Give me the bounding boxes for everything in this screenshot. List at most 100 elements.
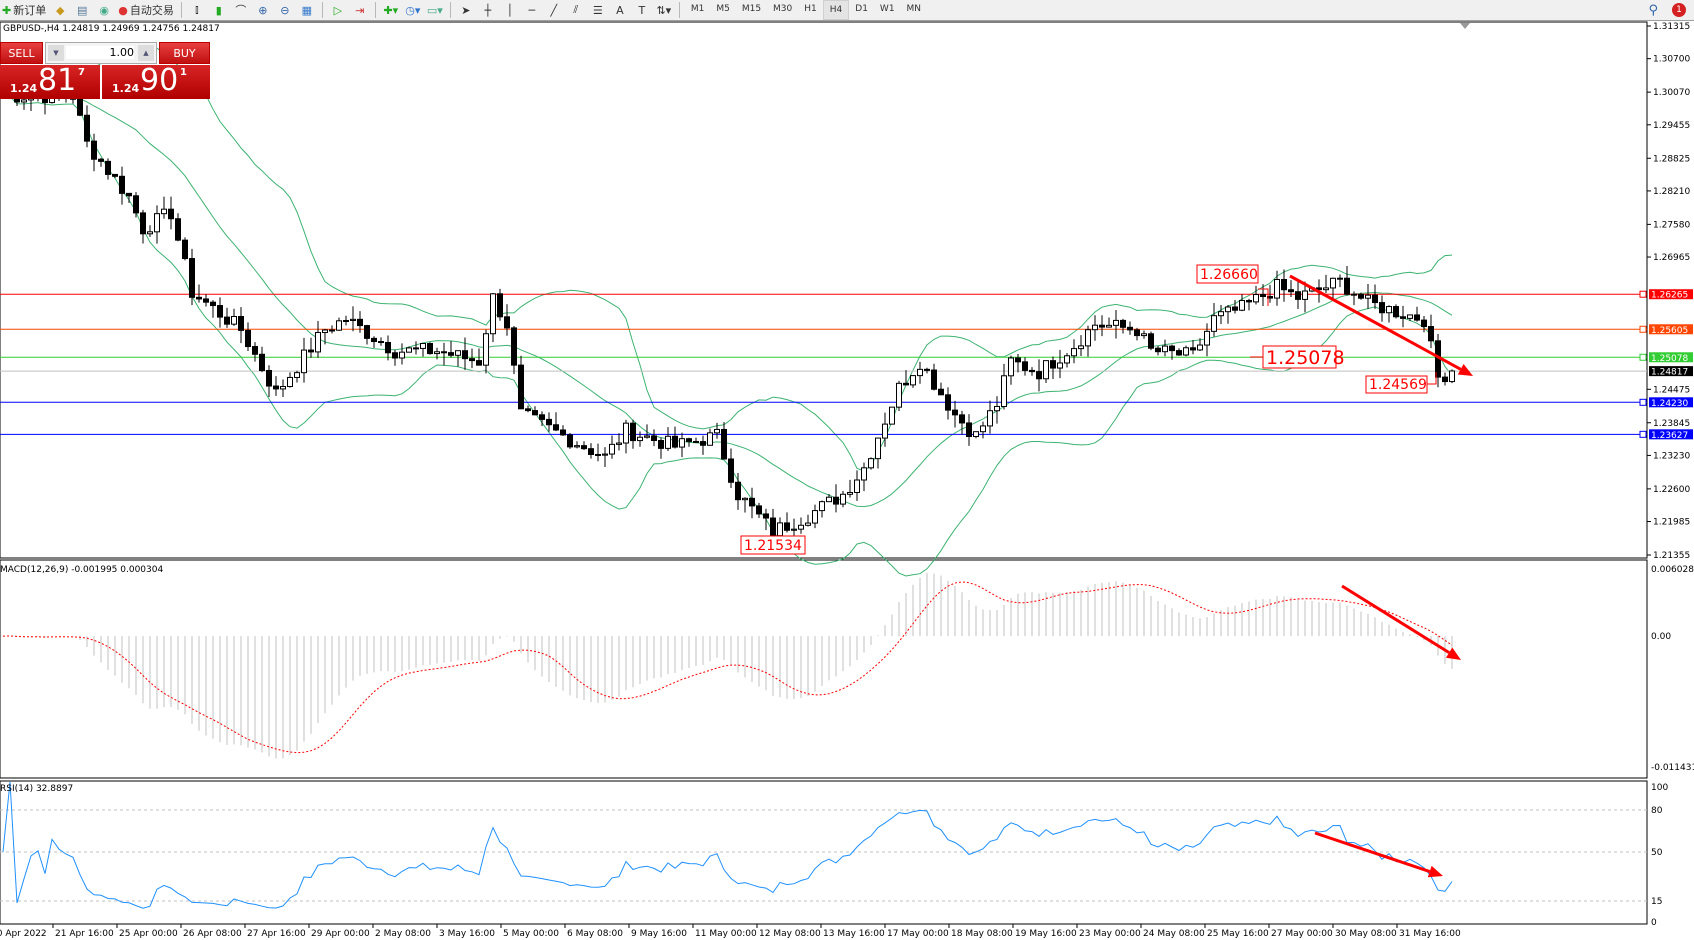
candle: [98, 157, 104, 167]
new-order-button[interactable]: ✚ 新订单: [2, 3, 47, 18]
chart-area[interactable]: 1.26265 1.25605 1.25078 1.24817 1.24230 1.236…: [0, 21, 1694, 940]
candle: [1302, 281, 1308, 313]
crosshair-button[interactable]: ┼: [478, 1, 498, 19]
trendline-icon: ╱: [550, 3, 558, 17]
candle-body: [665, 435, 671, 449]
sell-button[interactable]: SELL: [0, 42, 43, 64]
candle-body: [910, 375, 916, 386]
timeframe-m30[interactable]: M30: [773, 4, 793, 14]
candle-body: [343, 319, 349, 322]
sell-price[interactable]: 1.24 81 7: [0, 63, 100, 99]
indicators-button[interactable]: ✚▾: [381, 1, 401, 19]
candle-body: [994, 405, 1000, 412]
tile-windows-button[interactable]: ▦: [297, 1, 317, 19]
candle: [189, 248, 195, 306]
auto-trading-button[interactable]: ● 自动交易: [118, 3, 174, 18]
candle: [665, 427, 671, 452]
zoom-out-button[interactable]: ⊖: [275, 1, 295, 19]
periods-button[interactable]: ◷▾: [403, 1, 423, 19]
candle-body: [392, 352, 398, 359]
bar-chart-button[interactable]: ⫾: [187, 1, 207, 19]
text-label-button[interactable]: T: [632, 1, 652, 19]
timeframe-mn[interactable]: MN: [906, 4, 922, 14]
candle-body: [546, 418, 552, 426]
candle: [791, 518, 797, 538]
lot-size-input[interactable]: 1.00: [66, 46, 134, 59]
lot-decrease-button[interactable]: ▼: [48, 45, 64, 61]
arrows-button[interactable]: ⇅▾: [654, 1, 674, 19]
vertical-line-button[interactable]: │: [500, 1, 520, 19]
timeframe-d1[interactable]: D1: [855, 4, 868, 14]
candle-body: [714, 428, 720, 434]
candle-chart-button[interactable]: ▮: [209, 1, 229, 19]
candle: [196, 284, 202, 303]
level-price-tag: [1649, 324, 1693, 335]
candle-body: [238, 315, 244, 331]
candle: [224, 307, 230, 328]
rsi-trend-arrow: [1314, 831, 1431, 873]
timeframe-h1[interactable]: H1: [804, 4, 817, 14]
signals-button[interactable]: ◉: [94, 1, 114, 19]
trendline-button[interactable]: ╱: [544, 1, 564, 19]
search-icon[interactable]: ⚲: [1648, 2, 1658, 18]
candle-body: [1127, 326, 1133, 331]
candle-body: [924, 368, 930, 371]
candle: [1358, 292, 1364, 300]
candle: [147, 225, 153, 237]
candle-body: [441, 351, 447, 354]
candle: [1225, 305, 1231, 324]
candle-body: [777, 522, 783, 537]
candle: [987, 400, 993, 434]
notification-badge[interactable]: 1: [1672, 3, 1686, 17]
candle-body: [532, 410, 538, 416]
candle: [1442, 372, 1448, 386]
timeframe-m1[interactable]: M1: [690, 4, 705, 14]
candle-body: [448, 352, 454, 356]
candle-body: [1400, 316, 1406, 319]
lot-increase-button[interactable]: ▲: [138, 45, 154, 61]
line-chart-button[interactable]: ⌒: [231, 1, 251, 19]
chart-shift-button[interactable]: ⇥: [350, 1, 370, 19]
zoom-in-button[interactable]: ⊕: [253, 1, 273, 19]
timeframe-w1[interactable]: W1: [879, 4, 895, 14]
fibonacci-button[interactable]: ☰: [588, 1, 608, 19]
candle: [1372, 284, 1378, 309]
candle-body: [511, 327, 517, 366]
candle: [133, 192, 139, 218]
cursor-button[interactable]: ➤: [456, 1, 476, 19]
bollinger-lower: [2, 95, 1453, 577]
timeframe-m15[interactable]: M15: [741, 4, 762, 14]
candle: [728, 448, 734, 488]
candle: [784, 512, 790, 533]
buy-button[interactable]: BUY: [159, 42, 210, 64]
candle-body: [1330, 277, 1336, 289]
horizontal-line-icon: ─: [528, 3, 536, 17]
timeframe-h4[interactable]: H4: [822, 0, 850, 20]
templates-button[interactable]: ▭▾: [425, 1, 445, 19]
history-center-button[interactable]: ◆: [50, 1, 70, 19]
candle-body: [1358, 293, 1364, 299]
candle-body: [1134, 329, 1140, 337]
equidistant-channel-button[interactable]: ⫽: [566, 1, 586, 19]
candle-body: [1414, 314, 1420, 321]
level-price-label: 1.24230: [1651, 399, 1688, 409]
level-handle: [1639, 290, 1647, 298]
horizontal-line-button[interactable]: ─: [522, 1, 542, 19]
fibonacci-icon: ☰: [592, 3, 603, 17]
text-button[interactable]: A: [610, 1, 630, 19]
candle-body: [287, 376, 293, 388]
macd-tick-label: -0.011431: [1651, 763, 1694, 773]
candle-body: [1197, 344, 1203, 351]
candle: [952, 400, 958, 428]
candle: [595, 443, 601, 462]
buy-price[interactable]: 1.24 90 1: [102, 63, 210, 99]
level-price-label: 1.26265: [1651, 291, 1688, 301]
rsi-tick-label: 100: [1651, 783, 1668, 793]
timeframe-m5[interactable]: M5: [716, 4, 730, 14]
auto-scroll-button[interactable]: ▷: [328, 1, 348, 19]
candle-body: [602, 453, 608, 456]
print-button[interactable]: ▤: [72, 1, 92, 19]
candle-body: [1295, 291, 1301, 300]
candle-body: [1211, 315, 1217, 332]
candle: [1351, 291, 1357, 306]
